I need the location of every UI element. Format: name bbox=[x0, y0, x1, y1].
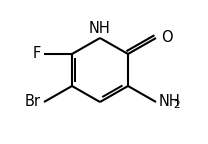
Text: 2: 2 bbox=[173, 100, 180, 109]
Text: NH: NH bbox=[159, 94, 181, 109]
Text: Br: Br bbox=[25, 94, 41, 109]
Text: F: F bbox=[33, 47, 41, 61]
Text: O: O bbox=[161, 31, 173, 46]
Text: NH: NH bbox=[89, 21, 111, 36]
